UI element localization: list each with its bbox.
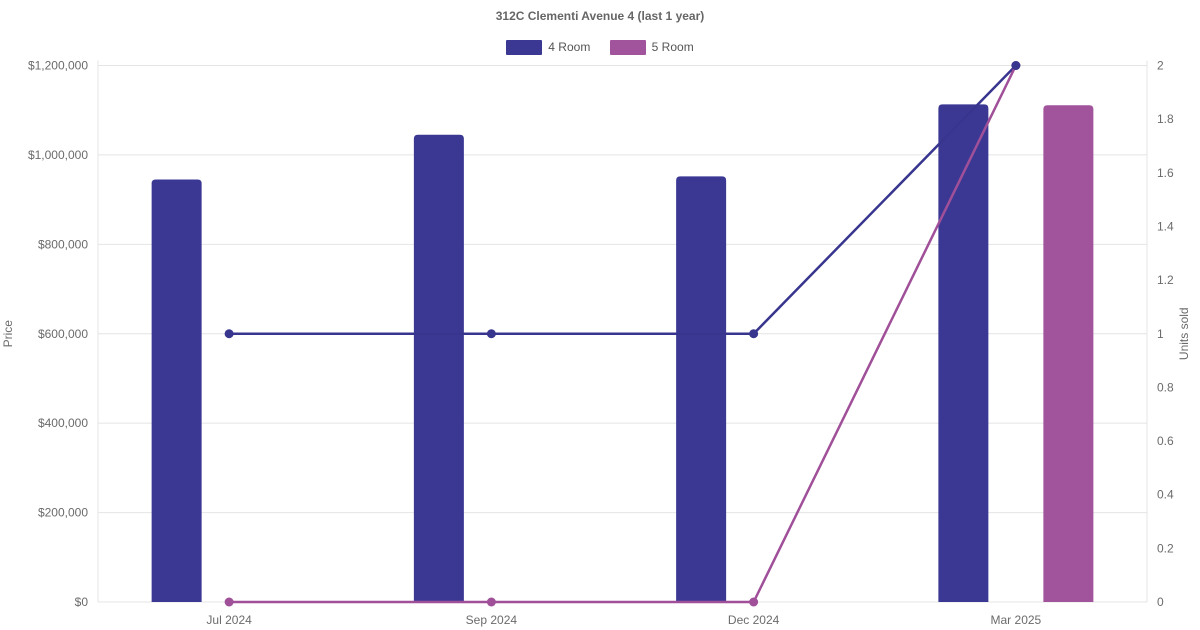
svg-text:0.4: 0.4: [1157, 488, 1174, 502]
svg-text:1.4: 1.4: [1157, 219, 1174, 233]
svg-text:1: 1: [1157, 327, 1164, 341]
svg-text:Dec 2024: Dec 2024: [728, 613, 780, 627]
svg-text:Units sold: Units sold: [1177, 307, 1191, 360]
svg-text:Jul 2024: Jul 2024: [206, 613, 252, 627]
svg-text:Sep 2024: Sep 2024: [466, 613, 518, 627]
svg-text:$400,000: $400,000: [38, 416, 88, 430]
svg-text:0.6: 0.6: [1157, 434, 1174, 448]
svg-text:1.6: 1.6: [1157, 166, 1174, 180]
svg-text:1.8: 1.8: [1157, 112, 1174, 126]
svg-text:$0: $0: [75, 595, 89, 609]
svg-text:$200,000: $200,000: [38, 506, 88, 520]
svg-text:$1,200,000: $1,200,000: [28, 59, 88, 73]
svg-text:0.2: 0.2: [1157, 541, 1174, 555]
svg-text:$800,000: $800,000: [38, 237, 88, 251]
svg-text:$1,000,000: $1,000,000: [28, 148, 88, 162]
svg-text:1.2: 1.2: [1157, 273, 1174, 287]
svg-text:0.8: 0.8: [1157, 380, 1174, 394]
svg-text:$600,000: $600,000: [38, 327, 88, 341]
svg-text:Mar 2025: Mar 2025: [991, 613, 1042, 627]
svg-text:2: 2: [1157, 59, 1164, 73]
svg-text:0: 0: [1157, 595, 1164, 609]
svg-text:Price: Price: [1, 320, 15, 348]
